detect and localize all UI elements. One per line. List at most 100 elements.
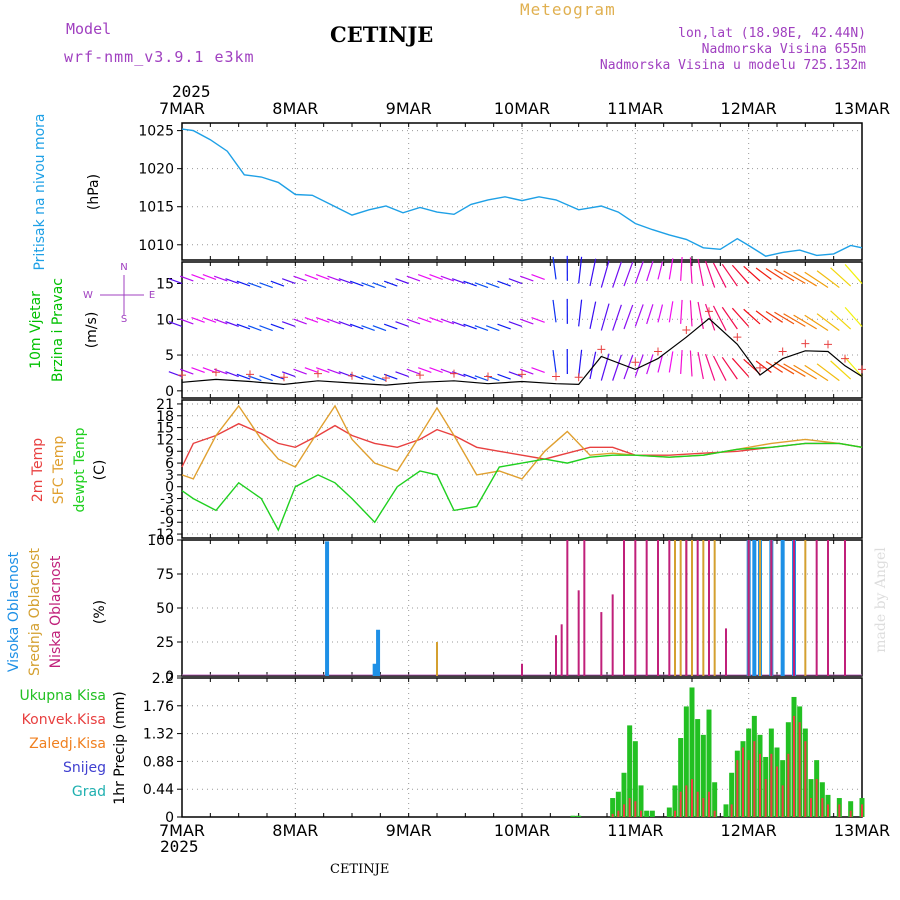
y-tick-label: 15: [156, 421, 174, 437]
wind-barb: [349, 280, 364, 287]
wind-barb: [774, 268, 795, 282]
cloud-bar-niska: [708, 540, 710, 676]
wind-barb: [383, 323, 398, 330]
cloud-bar-niska: [566, 540, 569, 676]
cloud-bar-niska: [560, 624, 563, 676]
cloud-bar-srednja: [436, 642, 438, 676]
precip-bar-total: [695, 719, 701, 817]
precip-unit: 1hr Precip (mm): [112, 691, 128, 804]
station-title: CETINJE: [330, 22, 434, 47]
precip-legend-3: Snijeg: [63, 760, 106, 776]
wind-gust-mark: [552, 372, 560, 381]
precip-bar-total: [683, 706, 689, 817]
wind-gust-mark: [824, 340, 832, 349]
y-tick-label: 0.88: [143, 754, 174, 770]
cloud-bar-niska: [634, 540, 637, 676]
wind-barb: [774, 311, 795, 325]
wind-barb: [657, 304, 664, 323]
precip-bar-conv: [679, 791, 682, 817]
wind-barb: [236, 280, 251, 287]
temp2m-label: 2m Temp: [30, 438, 46, 502]
precip-bar-conv: [628, 798, 631, 817]
precip-bar-conv: [815, 779, 818, 817]
precip-bar-conv: [781, 785, 784, 817]
wind-barb: [804, 314, 829, 331]
footer-station: CETINJE: [330, 862, 390, 877]
wind-barb: [474, 375, 489, 382]
y-tick-label: 12: [156, 432, 174, 448]
cloud-bar-visoka: [376, 629, 381, 676]
cloud-bar-niska: [623, 540, 625, 676]
temp-line-2: [181, 442, 863, 532]
precip-bar-conv: [764, 779, 767, 817]
wind-barb: [372, 375, 387, 382]
precip-bar-total: [700, 734, 706, 817]
y-tick-label: 0: [165, 480, 174, 496]
cloud-bar-srednja: [691, 540, 693, 676]
wind-barb: [657, 261, 664, 280]
wind-barb: [485, 325, 500, 332]
wind-barb: [259, 282, 273, 289]
cloud-bar-srednja: [702, 540, 705, 676]
y-tick-label: 1025: [138, 124, 174, 140]
cloud-bar-visoka: [752, 540, 757, 676]
precip-bar-total: [621, 772, 627, 817]
wind-barb: [668, 258, 674, 280]
x-day-label-bottom: 13MAR: [834, 821, 890, 840]
wind-barb: [731, 357, 750, 377]
wind-gust-mark: [178, 371, 186, 380]
wind-barb: [508, 278, 523, 285]
y-tick-label: 15: [156, 276, 174, 292]
cloud-bar-niska: [770, 540, 773, 676]
wind-barb: [372, 325, 387, 332]
wind-barb: [179, 275, 194, 282]
precip-legend-2: Zaledj.Kisa: [29, 736, 106, 752]
wind-gust-mark: [654, 347, 662, 356]
wind-gust-mark: [212, 368, 220, 377]
wind-barb: [697, 258, 704, 287]
wind-barb: [270, 373, 285, 380]
wind-barb: [578, 256, 583, 284]
wind-barb: [304, 274, 319, 280]
wind-barb: [623, 261, 634, 287]
wind-gust-mark: [314, 369, 322, 378]
wind-gust-mark: [574, 373, 583, 382]
wind-barb: [743, 308, 761, 325]
precip-bar-total: [848, 801, 854, 817]
wind-barb: [743, 265, 761, 282]
x-day-label-top: 11MAR: [607, 99, 663, 118]
wind-barb: [519, 275, 534, 282]
wind-gust-mark: [416, 371, 424, 380]
wind-barb: [202, 316, 217, 323]
precip-bar-conv: [798, 722, 801, 817]
wind-barb: [440, 275, 455, 282]
wind-barb: [247, 325, 262, 332]
x-day-label-top: 7MAR: [159, 99, 205, 118]
x-day-label-top: 10MAR: [494, 99, 550, 118]
wind-barb: [417, 367, 432, 374]
wind-barb: [830, 267, 852, 287]
precip-bar-conv: [730, 804, 733, 817]
precip-bar-conv: [736, 760, 739, 817]
precip-bar-total: [615, 791, 621, 817]
wind-barb: [704, 303, 716, 331]
wind-barb: [202, 274, 217, 280]
precip-bar-conv: [696, 791, 699, 817]
wind-barb: [440, 318, 455, 325]
credit-label: made by Angel: [873, 547, 889, 653]
wind-barb: [361, 282, 375, 289]
wind-barb: [783, 270, 806, 284]
wind-barb: [395, 321, 409, 328]
wind-gust-mark: [801, 339, 810, 348]
high-cloud-label: Visoka Oblacnost: [6, 551, 22, 672]
y-tick-label: 2.2: [152, 671, 174, 687]
wind-gust-mark: [246, 370, 254, 379]
wind-barb: [417, 316, 432, 323]
wind-label: 10m Vjetar: [28, 291, 44, 369]
cloud-bar-niska: [645, 540, 648, 676]
lonlat-label: lon,lat (18.98E, 42.44N): [678, 26, 866, 41]
y-tick-label: 1015: [138, 200, 174, 216]
y-tick-label: 18: [156, 409, 174, 425]
wind-barb: [755, 360, 772, 373]
wind-barb: [270, 323, 285, 330]
